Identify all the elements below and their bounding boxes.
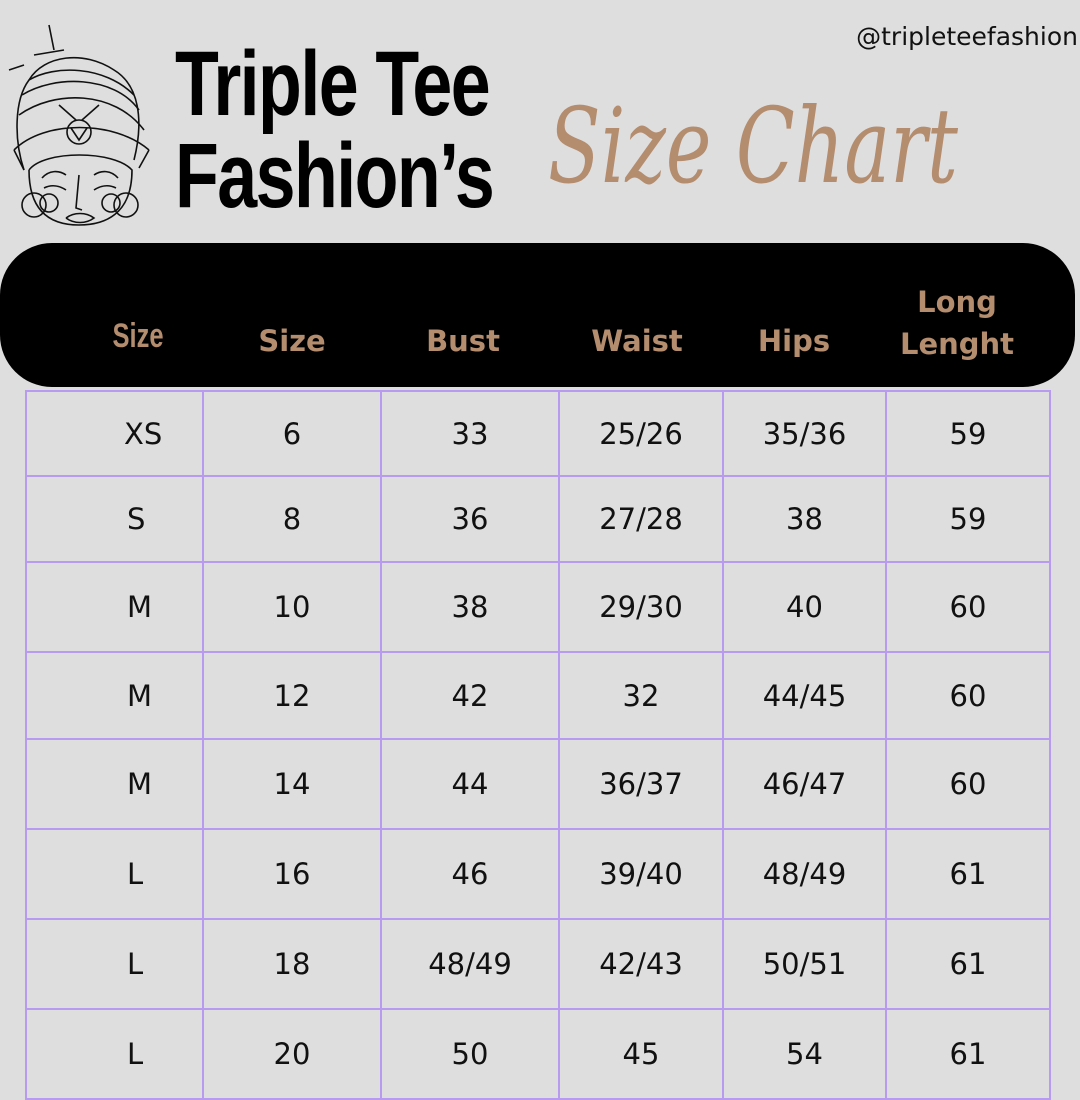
table-cell: XS (25, 390, 204, 477)
column-header: Size (258, 324, 326, 358)
column-header: Bust (426, 324, 500, 358)
page-title: Size Chart (548, 85, 958, 207)
table-cell: 61 (887, 830, 1051, 920)
table-cell: L (25, 830, 204, 920)
table-cell: 59 (887, 390, 1051, 477)
table-cell: 27/28 (560, 477, 724, 563)
table-cell: 40 (724, 563, 887, 653)
table-cell: 32 (560, 653, 724, 740)
table-cell: 10 (204, 563, 382, 653)
table-cell: 14 (204, 740, 382, 830)
table-cell: 50 (382, 1010, 560, 1100)
table-cell: 60 (887, 563, 1051, 653)
table-cell: M (25, 740, 204, 830)
table-cell: 60 (887, 653, 1051, 740)
table-cell: 54 (724, 1010, 887, 1100)
table-cell: 42 (382, 653, 560, 740)
table-cell: M (25, 653, 204, 740)
table-cell: 25/26 (560, 390, 724, 477)
table-cell: 35/36 (724, 390, 887, 477)
table-cell: 16 (204, 830, 382, 920)
column-header: Hips (757, 324, 831, 358)
brand-line-2: Fashion’s (175, 125, 495, 227)
table-cell: 45 (560, 1010, 724, 1100)
column-header: Waist (591, 324, 683, 358)
table-cell: 18 (204, 920, 382, 1010)
table-cell: 39/40 (560, 830, 724, 920)
table-cell: 44/45 (724, 653, 887, 740)
table-cell: 48/49 (382, 920, 560, 1010)
table-cell: L (25, 920, 204, 1010)
table-cell: 61 (887, 1010, 1051, 1100)
table-cell: 36/37 (560, 740, 724, 830)
table-cell: 60 (887, 740, 1051, 830)
table-cell: 61 (887, 920, 1051, 1010)
table-cell: S (25, 477, 204, 563)
table-cell: 38 (382, 563, 560, 653)
brand-line-1: Triple Tee (175, 33, 491, 135)
table-cell: L (25, 1010, 204, 1100)
woman-with-headwrap-icon (8, 24, 150, 226)
table-cell: 50/51 (724, 920, 887, 1010)
table-cell: 20 (204, 1010, 382, 1100)
column-header: Size (112, 317, 164, 355)
table-cell: 46 (382, 830, 560, 920)
table-cell: 29/30 (560, 563, 724, 653)
social-handle: @tripleteefashion (856, 22, 1078, 51)
table-cell: 12 (204, 653, 382, 740)
table-cell: 46/47 (724, 740, 887, 830)
table-cell: 33 (382, 390, 560, 477)
table-cell: 38 (724, 477, 887, 563)
table-cell: 48/49 (724, 830, 887, 920)
table-cell: 6 (204, 390, 382, 477)
table-cell: 42/43 (560, 920, 724, 1010)
table-cell: 44 (382, 740, 560, 830)
table-cell: 36 (382, 477, 560, 563)
table-cell: 8 (204, 477, 382, 563)
table-cell: M (25, 563, 204, 653)
table-header: Size Size Bust Waist Hips Long Lenght (0, 243, 1075, 387)
brand-name: Triple Tee Fashion’s (175, 33, 495, 227)
table-cell: 59 (887, 477, 1051, 563)
column-header: Long Lenght (899, 285, 1015, 361)
